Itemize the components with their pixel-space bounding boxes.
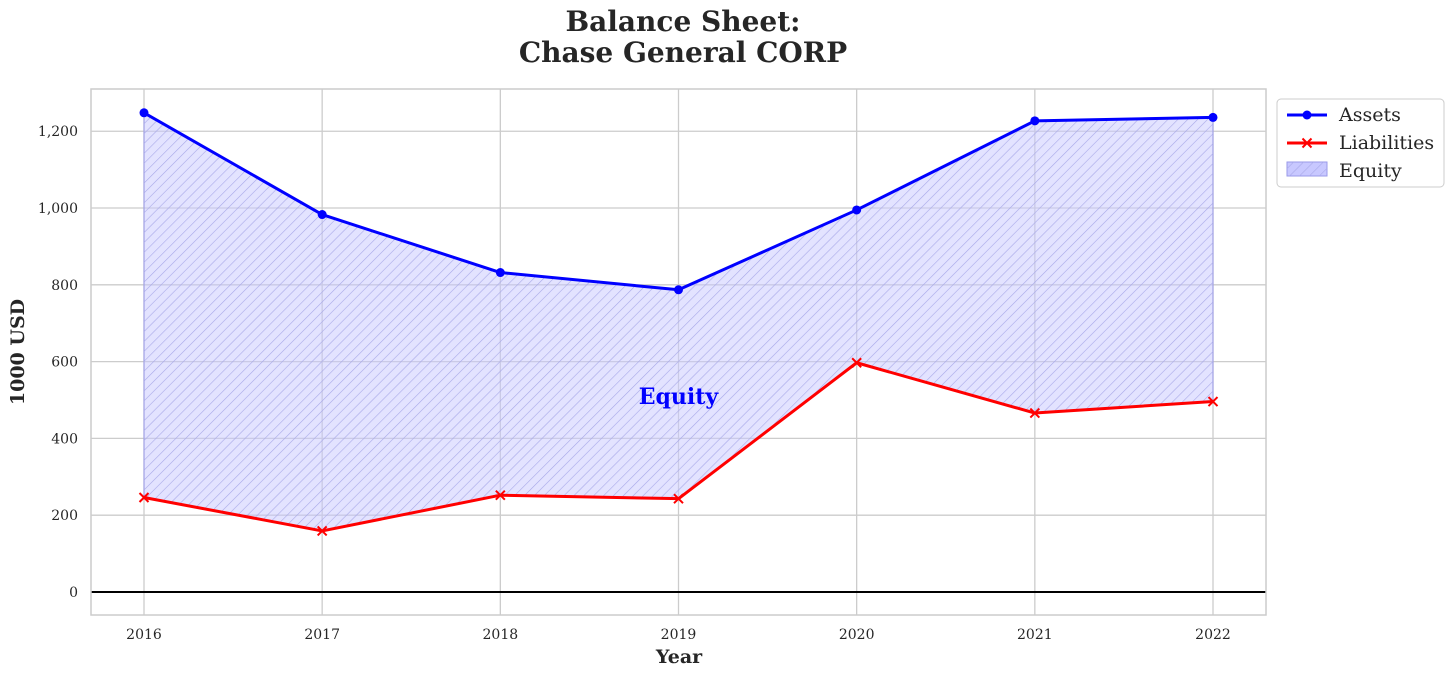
x-tick-2021: 2021 <box>1017 627 1053 643</box>
assets-point-2018 <box>495 268 505 278</box>
y-tick-labels: 0 200 400 600 800 1,000 1,200 <box>38 124 78 601</box>
y-tick-1200: 1,200 <box>38 124 78 140</box>
equity-annotation: Equity <box>639 384 720 410</box>
x-tick-2022: 2022 <box>1195 627 1231 643</box>
liabilities-point-2022 <box>1207 396 1219 407</box>
liabilities-point-2019 <box>673 493 684 504</box>
legend: Assets Liabilities Equity <box>1276 98 1445 188</box>
plot-frame <box>90 88 1267 616</box>
x-tick-2019: 2019 <box>661 627 697 643</box>
assets-point-2016 <box>139 108 149 118</box>
y-tick-200: 200 <box>51 508 78 524</box>
legend-liabilities-marker <box>1301 137 1313 149</box>
assets-point-2021 <box>1030 116 1040 126</box>
liabilities-point-2020 <box>851 357 862 368</box>
chart-title-line-1: Balance Sheet: <box>565 5 800 38</box>
equity-area-hatch <box>144 112 1213 531</box>
assets-point-2020 <box>852 205 862 215</box>
legend-assets-label: Assets <box>1338 104 1401 126</box>
y-tick-0: 0 <box>69 585 78 601</box>
legend-liabilities-label: Liabilities <box>1339 132 1434 154</box>
legend-equity-label: Equity <box>1339 160 1402 182</box>
liabilities-point-2017 <box>316 525 328 537</box>
chart-title-line-2: Chase General CORP <box>519 36 847 69</box>
assets-point-2022 <box>1208 112 1218 122</box>
liabilities-point-2021 <box>1029 407 1041 419</box>
y-tick-600: 600 <box>51 355 78 371</box>
y-tick-400: 400 <box>51 431 78 447</box>
assets-point-2017 <box>317 210 327 220</box>
x-tick-2017: 2017 <box>304 627 340 643</box>
x-tick-2016: 2016 <box>126 627 162 643</box>
liabilities-point-2016 <box>138 492 150 503</box>
y-tick-1000: 1,000 <box>38 201 78 217</box>
y-axis-label: 1000 USD <box>7 299 29 405</box>
legend-equity-swatch-hatch <box>1287 162 1327 176</box>
x-tick-2018: 2018 <box>483 627 519 643</box>
legend-assets-marker <box>1302 110 1312 120</box>
x-tick-labels: 2016 2017 2018 2019 2020 2021 2022 <box>126 627 1231 643</box>
liabilities-point-2018 <box>495 490 506 501</box>
series <box>138 108 1219 537</box>
assets-point-2019 <box>674 285 683 295</box>
x-tick-2020: 2020 <box>839 627 875 643</box>
x-axis-label: Year <box>655 646 703 668</box>
y-tick-800: 800 <box>51 278 78 294</box>
